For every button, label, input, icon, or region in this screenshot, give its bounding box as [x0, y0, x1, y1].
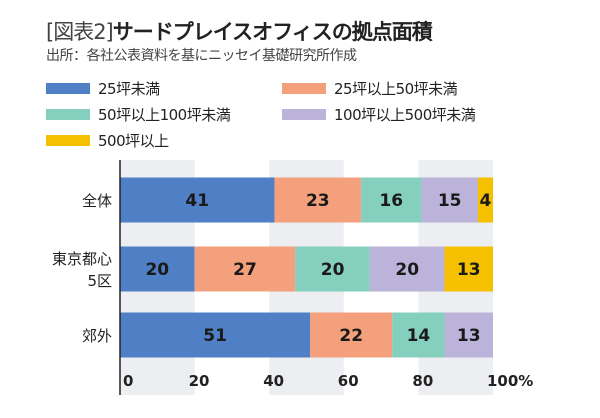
data-label: 13 — [457, 326, 481, 346]
bar-segment — [120, 312, 311, 358]
bar-segment — [444, 312, 493, 358]
bar-segment — [369, 246, 445, 292]
legend-item: 25坪未満 — [46, 78, 160, 99]
bar-segment — [120, 246, 195, 292]
data-label: 41 — [185, 191, 209, 211]
data-label: 20 — [321, 260, 345, 280]
bar-segment — [295, 246, 370, 292]
bar-segment — [392, 312, 445, 358]
legend-item: 50坪以上100坪未満 — [46, 104, 231, 125]
bar-segment — [444, 246, 493, 292]
bar-segment — [477, 177, 493, 223]
chart-title: [図表2]サードプレイスオフィスの拠点面積 — [46, 16, 433, 46]
bar-segment — [274, 177, 362, 223]
legend-label: 25坪未満 — [98, 80, 160, 98]
legend-item: 25坪以上50坪未満 — [282, 78, 458, 99]
legend-item: 100坪以上500坪未満 — [282, 104, 476, 125]
legend-label: 25坪以上50坪未満 — [334, 80, 458, 98]
category-label: 郊外 — [82, 327, 112, 345]
x-tick-label: 60 — [338, 372, 359, 390]
bar-segment — [361, 177, 422, 223]
x-tick-label: 80 — [412, 372, 433, 390]
figure-number: [図表2] — [46, 20, 114, 44]
legend-label: 50坪以上100坪未満 — [98, 106, 231, 124]
bar-segment — [194, 246, 296, 292]
data-label: 22 — [339, 326, 363, 346]
data-label: 16 — [379, 191, 403, 211]
category-label: 全体 — [82, 192, 112, 210]
legend-label: 500坪以上 — [98, 132, 169, 150]
legend-swatch — [282, 109, 326, 120]
data-label: 14 — [407, 326, 431, 346]
data-label: 51 — [203, 326, 227, 346]
legend-item: 500坪以上 — [46, 130, 169, 151]
legend-swatch — [46, 135, 90, 146]
x-tick-label: 40 — [263, 372, 284, 390]
data-label: 20 — [145, 260, 169, 280]
source-note: 出所：各社公表資料を基にニッセイ基礎研究所作成 — [46, 48, 357, 64]
legend-swatch — [46, 109, 90, 120]
title-text: サードプレイスオフィスの拠点面積 — [112, 20, 433, 44]
legend-swatch — [46, 83, 90, 94]
bar-segment — [120, 177, 275, 223]
data-label: 23 — [306, 191, 330, 211]
bar-segment — [310, 312, 393, 358]
data-label: 20 — [395, 260, 419, 280]
x-tick-label: 100% — [487, 372, 533, 390]
legend-swatch — [282, 83, 326, 94]
bar-segment — [421, 177, 478, 223]
data-label: 27 — [233, 260, 257, 280]
x-tick-label: 0 — [123, 372, 133, 390]
category-label: 5区 — [87, 272, 112, 290]
data-label: 15 — [438, 191, 462, 211]
data-label: 4 — [480, 191, 492, 211]
x-tick-label: 20 — [189, 372, 210, 390]
data-label: 13 — [457, 260, 481, 280]
category-label: 東京都心 — [52, 250, 112, 268]
legend-label: 100坪以上500坪未満 — [334, 106, 476, 124]
